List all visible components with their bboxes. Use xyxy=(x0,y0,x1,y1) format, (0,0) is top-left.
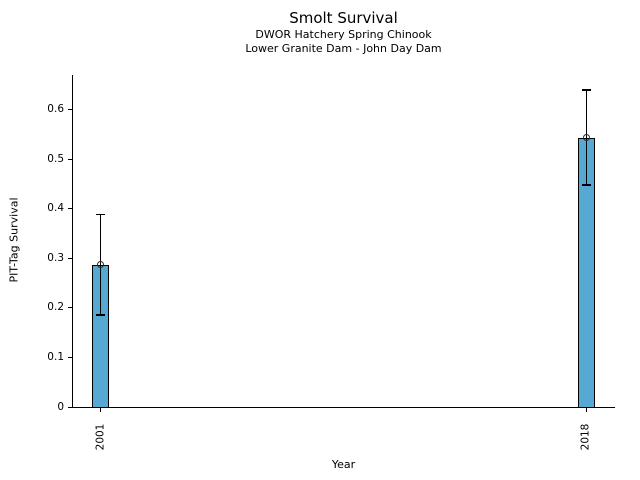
y-tick xyxy=(68,158,72,160)
x-tick xyxy=(585,408,587,412)
y-tick-label: 0 xyxy=(57,400,64,413)
y-tick xyxy=(68,208,72,210)
y-tick-label: 0.1 xyxy=(47,350,64,363)
error-bar-cap-bottom xyxy=(581,184,591,186)
error-bar-cap-top xyxy=(581,89,591,91)
x-axis-label: Year xyxy=(331,458,356,471)
title-block: Smolt Survival DWOR Hatchery Spring Chin… xyxy=(72,9,615,56)
y-tick xyxy=(68,356,72,358)
x-tick-label: 2001 xyxy=(94,423,107,451)
x-axis-spine xyxy=(72,407,615,408)
y-tick xyxy=(68,406,72,408)
chart-subtitle-2: Lower Granite Dam - John Day Dam xyxy=(245,42,442,55)
y-tick xyxy=(68,307,72,309)
y-axis-label: PIT-Tag Survival xyxy=(7,197,21,283)
error-bar-cap-bottom xyxy=(96,314,106,316)
y-axis-spine xyxy=(72,75,73,407)
marker-circle xyxy=(582,134,590,142)
x-tick xyxy=(100,408,102,412)
y-tick-label: 0.4 xyxy=(47,202,64,215)
y-tick xyxy=(68,109,72,111)
y-tick-label: 0.6 xyxy=(47,103,64,116)
x-tick-label: 2018 xyxy=(579,423,592,451)
error-bar-cap-top xyxy=(96,213,106,216)
y-tick-label: 0.2 xyxy=(47,301,64,314)
chart-subtitle-1: DWOR Hatchery Spring Chinook xyxy=(255,28,432,41)
y-tick-label: 0.5 xyxy=(47,152,64,165)
chart-title: Smolt Survival xyxy=(289,9,398,27)
y-tick xyxy=(68,257,72,259)
y-tick-label: 0.3 xyxy=(47,251,64,264)
marker-circle xyxy=(97,261,105,269)
